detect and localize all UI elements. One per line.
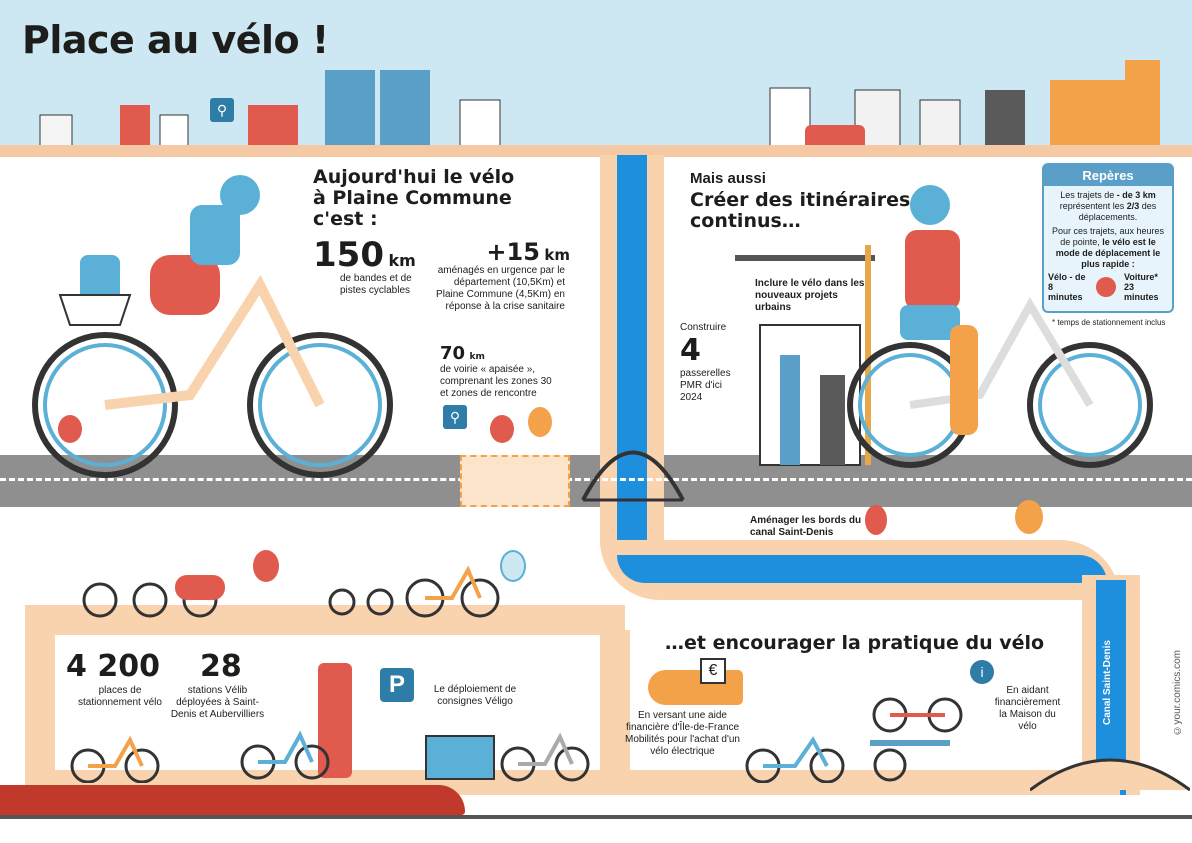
parked-bike-illustration [70,735,160,783]
stat-150-desc: de bandes et de pistes cyclables [340,273,412,296]
tree-decoration [500,550,526,582]
footbridge-road [581,450,685,502]
tree-decoration [528,407,552,437]
stat-15-km: +15 km [470,240,570,265]
family-cyclist-illustration [32,175,393,478]
sidewalk-top [0,145,1192,157]
path-center [600,630,630,795]
canal-vertical [617,155,647,555]
stat-150-unit: km [388,251,416,270]
canal-text: Aménager les bords du canal Saint-Denis [750,515,862,538]
reperes-text1-mid: représentent les [1059,200,1127,211]
tree-decoration [490,415,514,443]
canal-bank-right [647,155,664,545]
euro-icon: € [700,658,726,684]
tree-decoration [58,415,82,443]
canal-bend [617,555,1107,583]
reperes-voiture: Voiture* 23 minutes [1124,271,1159,302]
reperes-text2: Pour ces trajets, aux heures de pointe, … [1044,222,1172,269]
reperes-text2-bold: le vélo est le mode de déplacement le pl… [1055,237,1161,269]
maison-desc: En aidant financièrement la Maison du vé… [994,685,1061,732]
velib-value: 28 [200,649,242,684]
footbridge-canal [1030,758,1190,792]
tree-decoration [865,505,887,535]
woman-cyclist-illustration [735,185,1153,468]
reperes-heading: Repères [1044,165,1172,186]
page-title: Place au vélo ! [22,18,329,62]
parking-desc: places de stationnement vélo [78,685,162,708]
canal-bank-left [600,155,617,545]
parking-sign-icon: P [380,668,414,702]
velib-terminal [318,663,352,778]
stopwatch-icon [1096,276,1116,297]
build-value: 4 [680,333,701,368]
canal-label: Canal Saint-Denis [1102,640,1113,726]
reperes-text1-post: des déplacements. [1078,200,1157,222]
temporary-lane [460,455,570,507]
tram-train [0,785,465,815]
city-skyline [39,60,1160,155]
stat-70-desc: de voirie « apaisée », comprenant les zo… [440,364,552,399]
reperes-box: Repères Les trajets de - de 3 km représe… [1042,163,1174,313]
repair-workshop-illustration [870,697,963,782]
path-bottom [600,770,1120,795]
rail-track [0,815,1192,819]
reperes-note: * temps de stationnement inclus [1052,318,1166,327]
veligo-desc: Le déploiement de consignes Véligo [433,684,517,707]
build-label: Construire [680,322,727,333]
reperes-text2-pre: Pour ces trajets, aux heures de pointe, [1051,226,1165,248]
veligo-shelter [425,735,495,780]
also-label: Mais aussi [690,170,766,187]
also-heading: Créer des itinéraires continus… [690,189,911,232]
info-sign-icon: i [970,660,994,684]
aid-desc: En versant une aide financière d'Île-de-… [625,710,740,757]
parking-value: 4 200 [66,649,160,684]
bike-lane-sign-icon: ⚲ [443,405,467,429]
reperes-text1: Les trajets de - de 3 km représentent le… [1044,186,1172,222]
today-heading: Aujourd'hui le vélo à Plaine Commune c'e… [313,166,515,230]
tree-decoration [253,550,279,582]
path-lower [25,605,625,635]
stat-15-value: +15 [486,238,540,266]
reperes-text1-pre: Les trajets de [1060,190,1117,200]
credit-text: ©your.comics.com [1172,650,1183,736]
stat-70-value: 70 [440,343,466,364]
bike-sign-icon: ⚲ [210,98,234,122]
stat-70-unit: km [469,352,485,362]
build-desc: passerelles PMR d'ici 2024 [680,368,731,403]
reperes-compare: Vélo - de 8 minutes Voiture* 23 minutes [1044,270,1172,304]
reperes-text1-bold2: 2/3 [1126,200,1140,211]
path-left [25,605,55,790]
velib-desc: stations Vélib déployées à Saint-Denis e… [170,685,265,720]
reperes-text1-bold: - de 3 km [1116,190,1156,200]
stat-15-unit: km [544,246,570,264]
stat-70-km: 70 km [440,345,485,364]
tree-decoration [1015,500,1043,534]
stat-150-km: 150 km [313,238,416,272]
encourage-heading: …et encourager la pratique du vélo [665,632,1045,654]
urban-projects-text: Inclure le vélo dans les nouveaux projet… [755,278,865,313]
veligo-bike-illustration [500,732,590,782]
stat-150-value: 150 [313,235,384,275]
velib-bike-illustration [240,730,330,780]
reperes-velo: Vélo - de 8 minutes [1048,271,1086,302]
cyclists-path-illustration [82,565,500,618]
electric-bike-illustration [745,736,845,783]
stat-15-desc: aménagés en urgence par le département (… [436,265,565,312]
hand-money-icon [648,670,743,705]
